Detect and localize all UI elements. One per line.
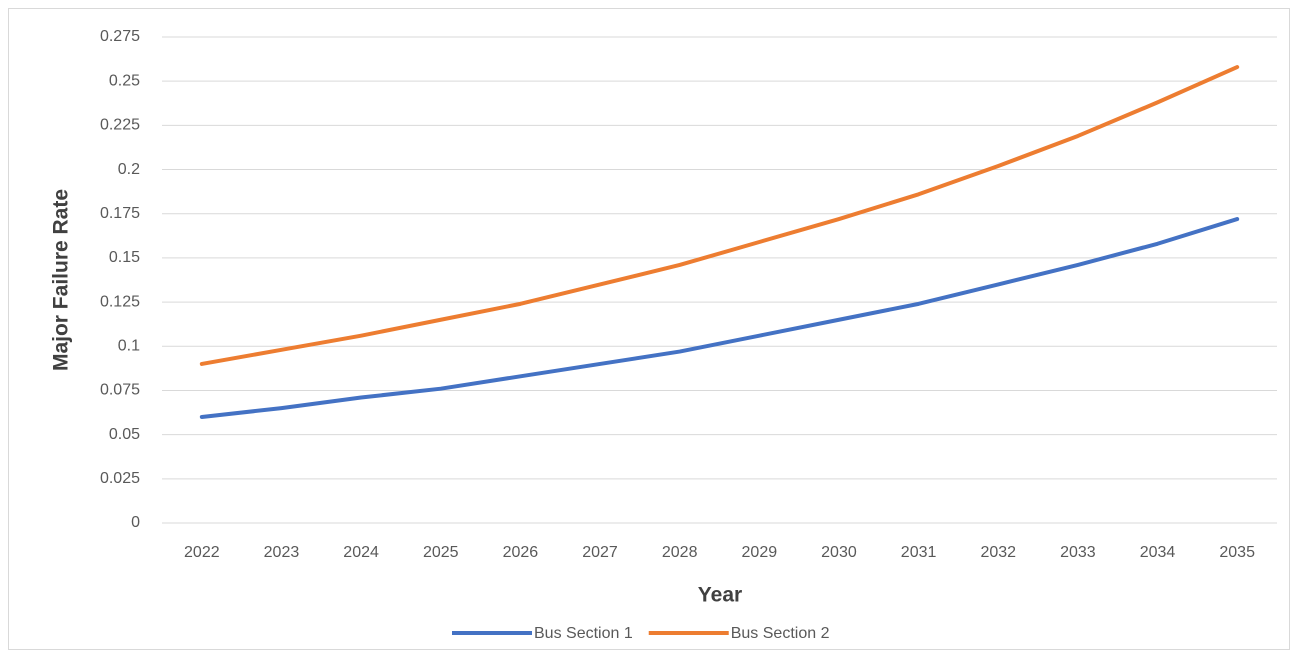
x-tick-label: 2031 [901, 544, 937, 561]
y-tick-label: 0.25 [109, 72, 140, 89]
y-tick-label: 0.025 [100, 470, 140, 487]
x-tick-label: 2034 [1140, 544, 1176, 561]
x-axis-title: Year [698, 584, 742, 607]
data-line [199, 217, 1240, 419]
y-tick-label: 0.275 [100, 28, 140, 45]
y-axis-title: Major Failure Rate [50, 189, 73, 371]
x-tick-label: 2029 [742, 544, 778, 561]
y-tick-label: 0.125 [100, 293, 140, 310]
y-tick-label: 0.05 [109, 426, 140, 443]
y-tick-label: 0.075 [100, 382, 140, 399]
y-tick-label: 0.15 [109, 249, 140, 266]
x-tick-label: 2027 [582, 544, 618, 561]
y-tick-label: 0.175 [100, 205, 140, 222]
x-tick-label: 2024 [343, 544, 379, 561]
x-tick-label: 2030 [821, 544, 857, 561]
x-tick-label: 2028 [662, 544, 698, 561]
x-tick-label: 2035 [1219, 544, 1255, 561]
x-tick-label: 2025 [423, 544, 459, 561]
y-tick-label: 0.1 [118, 337, 140, 354]
x-tick-label: 2023 [264, 544, 300, 561]
x-tick-label: 2033 [1060, 544, 1096, 561]
chart-frame [8, 8, 1290, 650]
x-tick-label: 2022 [184, 544, 220, 561]
x-tick-label: 2026 [503, 544, 539, 561]
y-tick-label: 0 [131, 514, 140, 531]
legend-label: Bus Section 2 [731, 625, 830, 642]
y-tick-label: 0.225 [100, 117, 140, 134]
x-tick-label: 2032 [980, 544, 1016, 561]
data-line [199, 65, 1240, 366]
y-tick-label: 0.2 [118, 161, 140, 178]
legend-label: Bus Section 1 [534, 625, 633, 642]
